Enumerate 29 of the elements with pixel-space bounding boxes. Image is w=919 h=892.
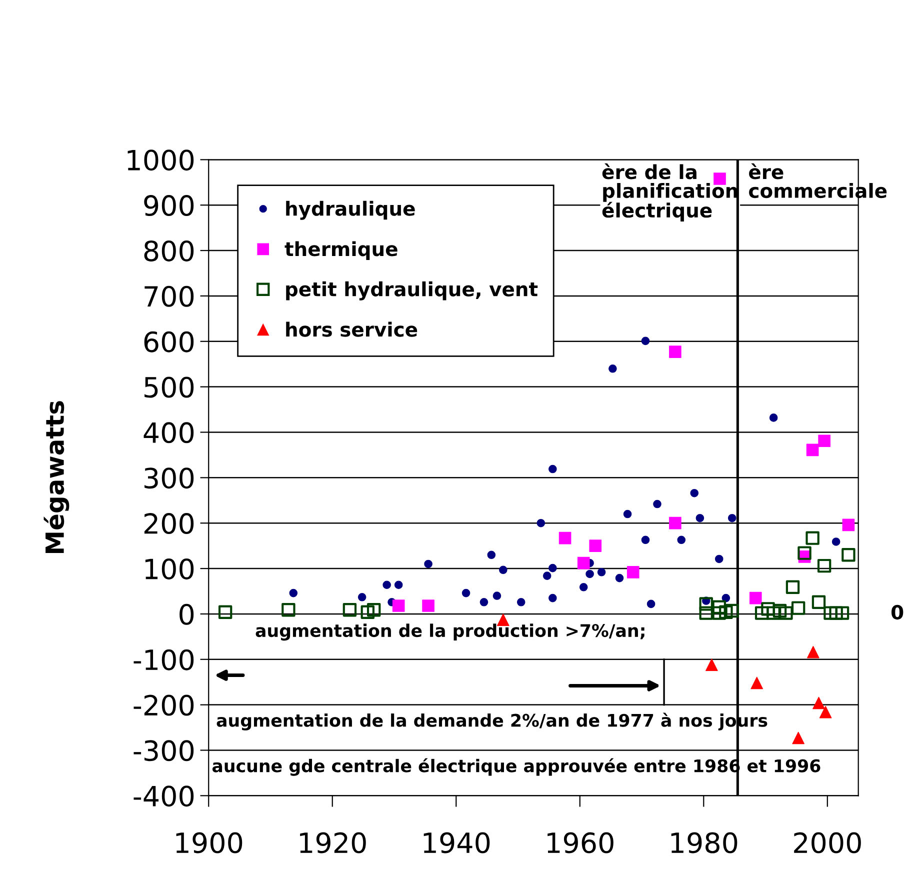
legend-label: thermique [284,241,398,260]
annotation: ère de la planification électrique [602,163,738,222]
y-tick-label: 700 [144,286,194,307]
x-tick-label: 1980 [671,832,738,854]
annotation: augmentation de la production >7%/an; [256,624,644,641]
y-tick-label: 0 [180,604,194,625]
x-tick-label: 2000 [794,832,861,854]
text: 0 [891,604,904,620]
y-tick-label: 1000 [128,150,194,171]
y-tick-label: 200 [144,513,194,534]
x-tick-label: 1920 [300,832,366,854]
y-tick-label: 600 [144,331,194,352]
legend-label: hors service [286,322,418,337]
x-tick-label: 1900 [176,832,242,854]
y-tick-label: -300 [134,740,194,762]
y-tick-label: -400 [134,786,194,807]
y-tick-label: -200 [134,694,194,716]
y-axis-title: Mégawatts [44,401,70,554]
x-tick-label: 1940 [424,832,490,854]
x-tick-label: 1960 [548,832,614,854]
y-tick-label: 800 [144,240,194,262]
y-tick-label: -100 [134,649,194,670]
y-tick-label: 100 [145,558,194,580]
y-tick-label: 900 [144,195,194,216]
y-tick-label: 300 [144,468,194,489]
legend-label: petit hydraulique, vent [286,281,538,300]
y-tick-label: 400 [144,422,194,444]
y-tick-label: 500 [144,376,194,398]
legend-label: hydraulique [286,200,415,220]
